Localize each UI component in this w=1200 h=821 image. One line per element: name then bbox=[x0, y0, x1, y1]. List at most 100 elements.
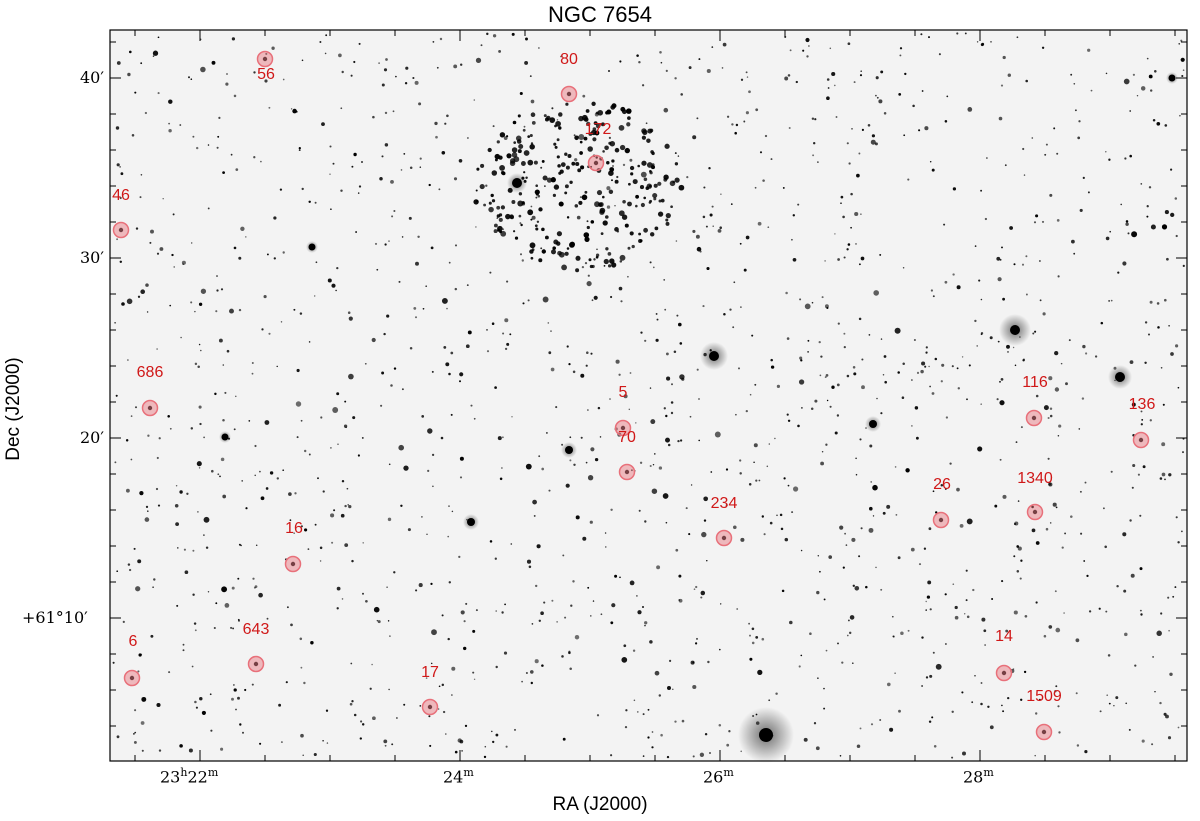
cluster-star bbox=[650, 165, 656, 170]
field-star bbox=[393, 367, 397, 370]
field-star bbox=[451, 510, 454, 513]
field-star bbox=[603, 265, 606, 267]
field-star bbox=[233, 246, 237, 250]
field-star bbox=[1031, 505, 1034, 509]
cluster-star bbox=[544, 117, 550, 122]
cluster-star bbox=[649, 232, 655, 237]
field-star bbox=[600, 613, 603, 616]
field-star bbox=[574, 634, 580, 640]
field-star bbox=[504, 603, 506, 606]
field-star bbox=[506, 135, 509, 138]
field-star bbox=[541, 664, 544, 667]
field-star bbox=[380, 404, 383, 407]
field-star bbox=[792, 214, 795, 217]
field-star bbox=[475, 57, 482, 64]
field-star bbox=[348, 373, 354, 380]
field-star bbox=[415, 589, 418, 592]
field-star bbox=[140, 174, 143, 176]
field-star bbox=[226, 73, 228, 75]
cluster-star bbox=[564, 191, 568, 195]
field-star bbox=[440, 436, 444, 440]
field-star bbox=[315, 261, 318, 264]
field-star bbox=[698, 439, 701, 442]
cluster-star bbox=[665, 212, 671, 219]
cluster-star bbox=[607, 264, 612, 268]
field-star bbox=[504, 318, 509, 323]
field-star bbox=[1001, 246, 1003, 249]
field-star bbox=[1156, 302, 1160, 305]
field-star bbox=[1132, 73, 1135, 76]
field-star bbox=[974, 245, 977, 247]
field-star bbox=[965, 599, 968, 602]
field-star bbox=[842, 566, 845, 569]
field-star bbox=[445, 733, 447, 735]
field-star bbox=[1167, 736, 1172, 740]
field-star bbox=[924, 126, 929, 131]
cluster-star bbox=[535, 227, 539, 231]
cluster-star bbox=[557, 164, 561, 168]
field-star bbox=[706, 68, 711, 74]
cluster-star bbox=[587, 146, 593, 152]
field-star bbox=[241, 480, 244, 482]
cluster-star bbox=[583, 136, 588, 141]
field-star bbox=[218, 338, 223, 343]
field-star bbox=[431, 629, 437, 636]
field-star bbox=[126, 298, 133, 305]
field-star bbox=[1175, 234, 1178, 238]
field-star bbox=[679, 342, 683, 345]
field-star bbox=[403, 465, 409, 471]
field-star bbox=[986, 157, 988, 159]
field-star bbox=[389, 635, 391, 637]
field-star bbox=[1085, 352, 1088, 355]
cluster-star bbox=[509, 160, 516, 167]
field-star bbox=[630, 469, 633, 472]
cluster-star bbox=[571, 161, 576, 166]
field-star bbox=[999, 380, 1001, 383]
field-star bbox=[980, 43, 984, 47]
field-star bbox=[545, 431, 548, 434]
field-star bbox=[911, 379, 913, 381]
field-star bbox=[951, 756, 954, 759]
field-star bbox=[913, 338, 916, 342]
field-star bbox=[322, 490, 325, 493]
field-star bbox=[692, 755, 695, 758]
field-star bbox=[966, 518, 973, 525]
field-star bbox=[152, 586, 154, 589]
field-star bbox=[400, 169, 403, 171]
field-star bbox=[1073, 252, 1076, 255]
field-star bbox=[562, 554, 565, 557]
field-star bbox=[978, 279, 981, 282]
field-star bbox=[606, 186, 611, 191]
field-star bbox=[581, 265, 585, 269]
field-star bbox=[797, 424, 800, 428]
field-star bbox=[579, 140, 583, 144]
cluster-star bbox=[531, 121, 536, 125]
marked-star-circle-136 bbox=[1132, 431, 1150, 449]
field-star bbox=[480, 44, 483, 47]
field-star bbox=[780, 527, 784, 531]
cluster-star bbox=[619, 254, 626, 261]
field-star bbox=[450, 413, 453, 416]
field-star bbox=[506, 342, 510, 346]
field-star bbox=[813, 142, 816, 145]
field-star bbox=[935, 663, 942, 670]
field-star bbox=[944, 488, 947, 490]
field-star bbox=[419, 166, 422, 168]
field-star bbox=[956, 367, 959, 370]
field-star bbox=[673, 350, 677, 353]
field-star bbox=[141, 696, 147, 702]
field-star bbox=[119, 196, 122, 200]
cluster-star bbox=[559, 169, 564, 174]
field-star bbox=[430, 662, 433, 665]
field-star bbox=[959, 523, 964, 528]
field-star bbox=[860, 213, 862, 215]
field-star bbox=[405, 66, 409, 70]
field-star bbox=[303, 449, 307, 453]
cluster-star bbox=[643, 196, 647, 200]
field-star bbox=[954, 615, 959, 620]
star-label-1340: 1340 bbox=[1017, 470, 1053, 487]
field-star bbox=[785, 291, 788, 295]
field-star bbox=[826, 78, 830, 81]
field-star bbox=[640, 171, 647, 178]
field-star bbox=[182, 649, 185, 652]
